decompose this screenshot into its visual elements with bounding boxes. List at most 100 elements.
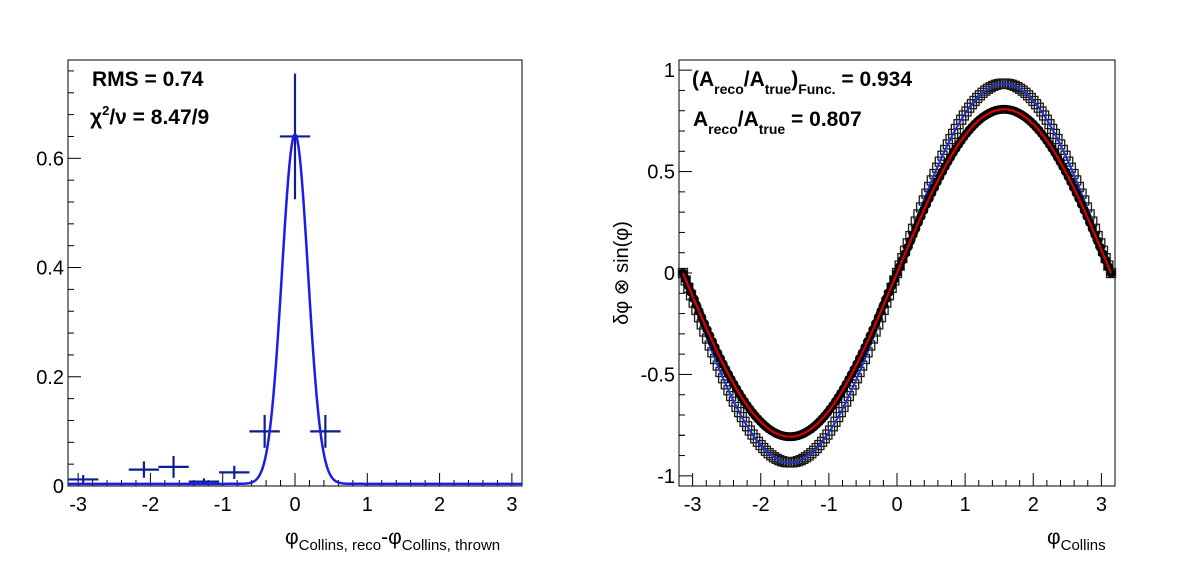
right-y-axis-title: δφ ⊗ sin(φ) <box>611 221 633 325</box>
filled-circle-marker <box>1106 268 1116 278</box>
left-x-axis-title: φCollins, reco-φCollins, thrown <box>285 526 500 554</box>
open-square-marker <box>1055 139 1066 150</box>
x-tick-label: -1 <box>214 494 232 516</box>
open-square-marker <box>1022 90 1034 101</box>
open-square-marker <box>1030 99 1042 110</box>
left-data-point <box>219 465 250 479</box>
open-square-marker <box>838 401 849 413</box>
left-data-points <box>68 73 341 485</box>
open-square-marker <box>966 99 978 110</box>
x-tick-label: -3 <box>69 494 87 516</box>
right-ann1-value: = 0.934 <box>836 68 913 91</box>
y-tick-label: 0.5 <box>647 162 675 184</box>
right-func-ratio-annotation: (Areco/Atrue)Func. = 0.934 <box>692 68 912 97</box>
open-square-marker <box>798 453 809 464</box>
open-square-marker <box>942 139 953 150</box>
x-tick-label: -2 <box>142 494 160 516</box>
open-square-marker <box>969 95 980 107</box>
left-data-point <box>68 475 99 484</box>
open-square-marker <box>816 436 828 447</box>
y-tick-label: -0.5 <box>641 364 675 386</box>
y-tick-label: 0.6 <box>36 148 64 170</box>
x-tick-label: 2 <box>1028 494 1039 516</box>
right-ann1-sub-func: Func. <box>798 81 835 97</box>
left-data-point <box>249 415 280 448</box>
y-tick-label: -1 <box>657 466 675 488</box>
open-square-marker <box>731 401 742 413</box>
x-tick-label: 1 <box>960 494 971 516</box>
right-ann1-sub-true: true <box>765 81 792 97</box>
open-square-marker <box>750 433 761 444</box>
open-square-marker <box>985 82 996 93</box>
x-tick-label: -3 <box>684 494 702 516</box>
left-xlabel-sub1: Collins, reco <box>299 537 382 554</box>
right-axis-ticks: -3 -2 -1 0 1 2 3 -1 -0.5 0 0.5 1 <box>641 60 1116 516</box>
right-chart-panel: -3 -2 -1 0 1 2 3-1-0.500.51 (Areco/Atrue)Func.… <box>611 59 1117 554</box>
open-square-marker <box>1049 128 1060 140</box>
open-square-marker <box>771 453 782 464</box>
right-ratio-annotation: Areco/Atrue = 0.807 <box>693 108 862 137</box>
right-ann2-sub-true: true <box>759 121 786 137</box>
left-data-point <box>310 415 341 448</box>
y-tick-label: 0.4 <box>36 258 64 280</box>
open-square-marker <box>755 439 766 451</box>
y-tick-label: 0 <box>53 476 64 498</box>
left-chi2-superscript: 2 <box>102 103 109 118</box>
right-series-line <box>681 108 1113 438</box>
left-data-point <box>128 461 160 478</box>
open-square-marker <box>961 106 972 117</box>
open-square-marker <box>774 454 785 466</box>
y-tick-label: 0 <box>664 263 675 285</box>
open-square-marker <box>747 429 758 440</box>
open-square-marker <box>835 406 846 418</box>
left-chi2-annotation: χ2/ν = 8.47/9 <box>90 103 209 129</box>
left-xlabel-phi: φ <box>285 526 299 549</box>
open-square-marker <box>841 396 852 407</box>
open-square-marker <box>945 133 956 145</box>
x-tick-label: 3 <box>1096 494 1107 516</box>
open-square-marker <box>964 102 975 113</box>
x-tick-label: -2 <box>752 494 770 516</box>
open-square-marker <box>728 396 739 407</box>
right-ann2-over-a: /A <box>738 108 759 131</box>
open-square-marker <box>819 433 830 444</box>
right-ann2-sub-reco: reco <box>708 121 738 137</box>
right-xlabel-phi: φ <box>1047 526 1061 549</box>
right-x-axis-title: φCollins <box>1047 526 1106 554</box>
right-ann1-close: ) <box>791 68 798 91</box>
open-square-marker <box>1028 95 1039 107</box>
left-data-point <box>279 73 311 200</box>
x-tick-label: -1 <box>820 494 838 516</box>
open-square-marker <box>1052 133 1063 145</box>
y-tick-label: 1 <box>664 60 675 82</box>
open-square-marker <box>814 439 825 451</box>
right-data-series <box>677 78 1117 468</box>
right-ann1-over-a: /A <box>744 68 765 91</box>
open-square-marker <box>1033 102 1044 113</box>
y-tick-label: 0.2 <box>36 367 64 389</box>
open-square-marker <box>988 80 999 92</box>
left-xlabel-sub2: Collins, thrown <box>402 537 500 554</box>
x-tick-label: 1 <box>362 494 373 516</box>
open-square-marker <box>1012 82 1023 93</box>
left-chart-panel: -3 -2 -1 0 1 2 300.20.40.6 RMS = 0.74 χ2/ν = 8… <box>36 59 523 554</box>
right-ann1-open: (A <box>692 68 714 91</box>
open-square-marker <box>808 445 820 456</box>
left-fit-curve <box>68 132 522 486</box>
x-tick-label: 0 <box>289 494 300 516</box>
open-square-marker <box>1025 92 1036 104</box>
right-ann2-value: = 0.807 <box>785 108 861 131</box>
left-xlabel-minus-phi: -φ <box>381 526 402 549</box>
right-xlabel-sub: Collins <box>1061 537 1106 554</box>
left-chi2-symbol: χ <box>90 106 102 129</box>
sine-fit-line <box>681 108 1113 438</box>
left-chi2-ndf-text: /ν = 8.47/9 <box>109 106 209 129</box>
x-tick-label: 0 <box>891 494 902 516</box>
x-tick-label: 2 <box>434 494 445 516</box>
x-tick-label: 3 <box>506 494 517 516</box>
right-ann1-sub-reco: reco <box>714 81 744 97</box>
right-ann2-a: A <box>693 108 708 131</box>
open-square-marker <box>752 436 764 447</box>
left-rms-annotation: RMS = 0.74 <box>92 68 204 91</box>
